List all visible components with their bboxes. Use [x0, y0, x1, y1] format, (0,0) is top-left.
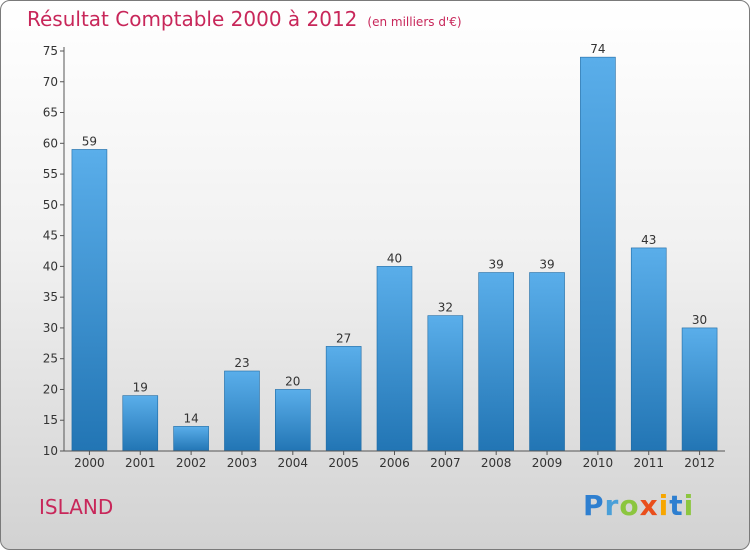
y-tick-label: 70 — [43, 75, 58, 89]
logo-letter: P — [583, 489, 605, 522]
y-tick-label: 25 — [43, 352, 58, 366]
chart-title: Résultat Comptable 2000 à 2012 — [27, 7, 358, 31]
logo-letter: i — [683, 489, 695, 522]
data-label: 39 — [539, 258, 554, 272]
y-tick-label: 40 — [43, 259, 58, 273]
y-tick-label: 35 — [43, 290, 58, 304]
bar — [580, 56, 616, 452]
y-tick-label: 10 — [43, 444, 58, 458]
x-tick-label: 2010 — [583, 456, 614, 470]
proxiti-logo: Proxiti — [583, 489, 694, 522]
data-label: 27 — [336, 331, 351, 345]
x-tick-label: 2001 — [125, 456, 156, 470]
x-tick-label: 2006 — [379, 456, 410, 470]
x-tick-label: 2005 — [328, 456, 359, 470]
x-tick-label: 2009 — [532, 456, 563, 470]
y-tick-label: 60 — [43, 136, 58, 150]
bar — [376, 266, 413, 452]
x-tick-label: 2008 — [481, 456, 512, 470]
bar — [630, 247, 667, 452]
data-label: 19 — [133, 381, 148, 395]
x-tick-label: 2002 — [176, 456, 207, 470]
x-tick-label: 2011 — [633, 456, 664, 470]
x-axis: 2000 2001 2002 2003 2004 2005 2006 2007 2008 2009… — [64, 450, 725, 470]
y-axis: 10 15 20 25 30 35 40 45 50 55 60 65 70 75 — [43, 44, 65, 458]
bar — [325, 346, 362, 452]
data-label: 40 — [387, 251, 402, 265]
data-label: 32 — [438, 301, 453, 315]
x-tick-label: 2004 — [278, 456, 309, 470]
y-tick-label: 15 — [43, 413, 58, 427]
x-tick-label: 2007 — [430, 456, 461, 470]
logo-letter: x — [639, 489, 659, 522]
y-tick-label: 55 — [43, 167, 58, 181]
bar — [275, 389, 311, 452]
bar — [173, 426, 209, 452]
data-label: 20 — [285, 374, 300, 388]
data-label: 43 — [641, 233, 656, 247]
y-tick-label: 75 — [43, 44, 58, 58]
bar — [122, 395, 159, 452]
y-tick-label: 50 — [43, 198, 58, 212]
y-tick-label: 65 — [43, 106, 58, 120]
bar — [427, 315, 464, 452]
y-tick-label: 30 — [43, 321, 58, 335]
data-label: 14 — [183, 411, 198, 425]
data-label: 39 — [489, 258, 504, 272]
data-label: 59 — [82, 134, 97, 148]
y-tick-label: 20 — [43, 382, 58, 396]
bar — [478, 272, 514, 452]
x-tick-label: 2000 — [74, 456, 105, 470]
logo-letter: o — [619, 489, 640, 522]
data-label: 30 — [692, 313, 707, 327]
chart-title-block: Résultat Comptable 2000 à 2012 (en millie… — [27, 7, 462, 31]
place-name: ISLAND — [39, 495, 114, 519]
y-tick-label: 45 — [43, 229, 58, 243]
logo-letter: t — [669, 489, 684, 522]
bar — [71, 149, 108, 452]
bar — [681, 327, 718, 452]
logo-letter: i — [658, 489, 670, 522]
chart-subtitle: (en milliers d'€) — [367, 15, 462, 29]
logo-letter: r — [604, 489, 620, 522]
x-tick-label: 2003 — [227, 456, 258, 470]
data-label: 23 — [234, 356, 249, 370]
x-tick-label: 2012 — [684, 456, 715, 470]
bars: 59 19 14 23 20 27 40 32 39 39 74 43 30 — [71, 42, 718, 452]
data-label: 74 — [590, 42, 605, 56]
bar — [529, 272, 565, 452]
bar — [224, 370, 260, 452]
